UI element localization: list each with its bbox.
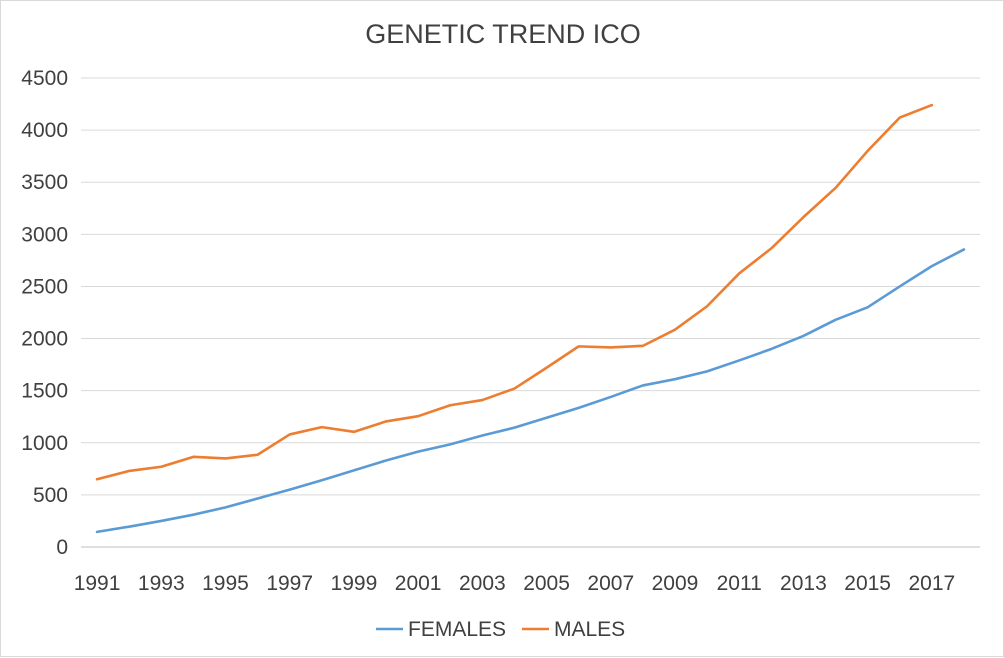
x-tick-label: 1997 bbox=[266, 572, 313, 595]
y-tick-label: 1000 bbox=[21, 432, 68, 455]
y-tick-label: 4000 bbox=[21, 119, 68, 142]
y-tick-label: 2500 bbox=[21, 275, 68, 298]
x-tick-label: 1991 bbox=[74, 572, 121, 595]
legend: FEMALES MALES bbox=[376, 618, 625, 641]
y-tick-label: 3500 bbox=[21, 171, 68, 194]
legend-label-males: MALES bbox=[554, 618, 625, 641]
legend-label-females: FEMALES bbox=[408, 618, 506, 641]
x-tick-label: 2013 bbox=[780, 572, 827, 595]
x-tick-label: 2017 bbox=[908, 572, 955, 595]
y-tick-label: 500 bbox=[33, 484, 68, 507]
y-axis-tick-labels: 0 500 1000 1500 2000 2500 3000 3500 4000 4500 bbox=[21, 67, 68, 559]
x-tick-label: 2009 bbox=[652, 572, 699, 595]
y-tick-label: 1500 bbox=[21, 380, 68, 403]
x-tick-label: 1995 bbox=[202, 572, 249, 595]
x-axis-tick-labels: 1991 1993 1995 1997 1999 2001 2003 2005 2007 2009… bbox=[74, 572, 956, 595]
series-lines bbox=[95, 103, 966, 534]
series-line-males bbox=[95, 103, 934, 481]
y-tick-label: 2000 bbox=[21, 328, 68, 351]
x-tick-label: 1999 bbox=[331, 572, 378, 595]
y-tick-label: 4500 bbox=[21, 67, 68, 90]
x-tick-label: 2007 bbox=[587, 572, 634, 595]
x-tick-label: 1993 bbox=[138, 572, 185, 595]
x-tick-label: 2003 bbox=[459, 572, 506, 595]
chart-title: GENETIC TREND ICO bbox=[365, 19, 641, 49]
x-tick-label: 2011 bbox=[717, 572, 762, 595]
y-tick-label: 3000 bbox=[21, 223, 68, 246]
gridlines bbox=[81, 77, 980, 548]
x-tick-label: 2005 bbox=[523, 572, 570, 595]
y-tick-label: 0 bbox=[56, 536, 68, 559]
x-tick-label: 2015 bbox=[844, 572, 891, 595]
x-tick-label: 2001 bbox=[395, 572, 442, 595]
series-line-females bbox=[95, 248, 966, 534]
